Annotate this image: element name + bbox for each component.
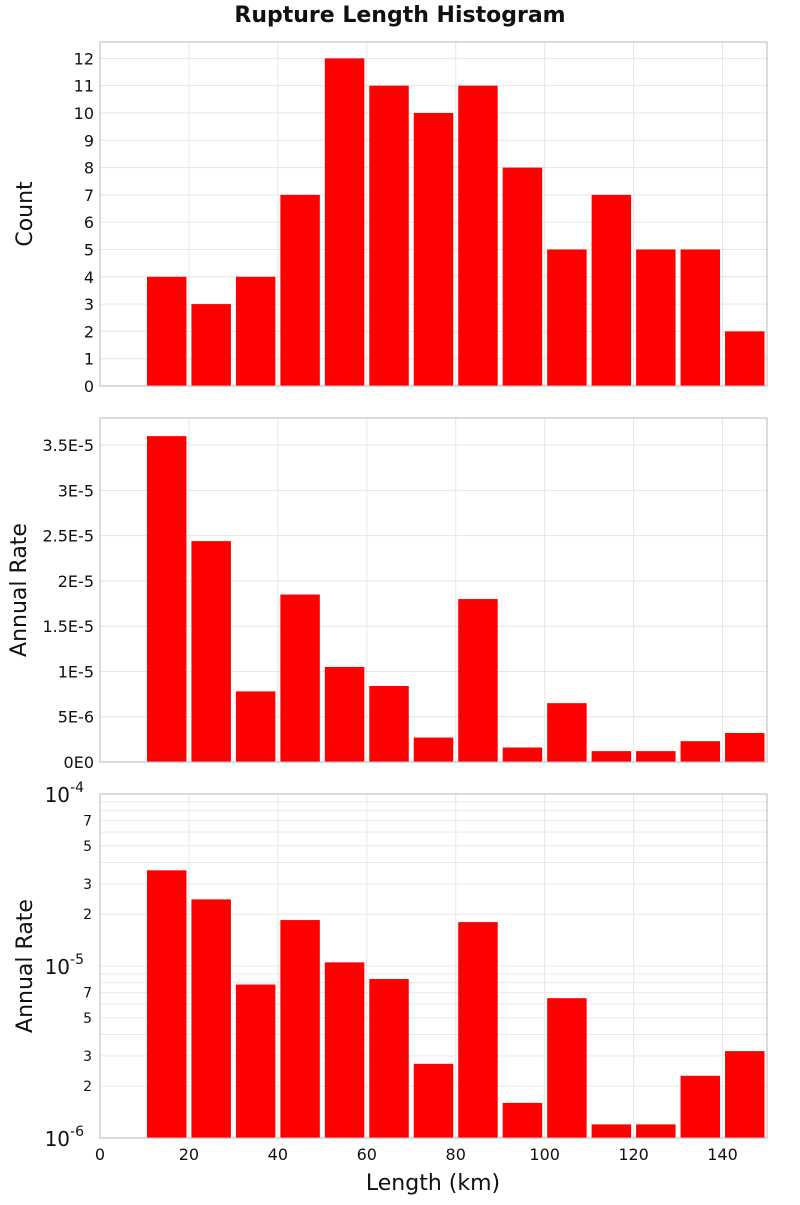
y-tick-label: 10-5 (45, 952, 84, 979)
y-axis-label: Annual Rate (13, 899, 38, 1033)
bar-3-9 (502, 1102, 543, 1138)
y-tick-label: 2.5E-5 (42, 527, 94, 546)
panel-frame (99, 417, 768, 763)
y-tick-label: 9 (84, 131, 94, 150)
y-tick-label: 3E-5 (58, 481, 94, 500)
bar-2-13 (680, 741, 721, 762)
bar-2-14 (725, 733, 765, 762)
panel-frame (99, 793, 768, 1139)
bar-3-4 (280, 920, 320, 1138)
bar-3-14 (725, 1051, 765, 1138)
x-tick-label: 100 (529, 1145, 560, 1164)
bar-2-2 (191, 541, 231, 762)
bar-2-9 (502, 747, 543, 762)
bar-1-1 (146, 276, 187, 386)
bar-3-5 (324, 962, 365, 1138)
bar-3-7 (413, 1063, 454, 1138)
y-tick-label: 7 (84, 186, 94, 205)
x-tick-label: 20 (179, 1145, 199, 1164)
bar-3-12 (636, 1124, 676, 1138)
y-tick-label: 10-6 (45, 1124, 85, 1151)
chart-title: Rupture Length Histogram (234, 3, 565, 28)
x-tick-label: 120 (618, 1145, 649, 1164)
y-tick-label: 7 (83, 814, 92, 830)
panel-frame (99, 41, 768, 387)
y-tick-label: 1.5E-5 (42, 617, 94, 636)
y-tick-label: 8 (84, 159, 94, 178)
y-tick-label: 2 (83, 1079, 92, 1095)
bar-2-8 (458, 599, 498, 762)
y-tick-label: 0E0 (64, 753, 94, 772)
bar-1-5 (324, 58, 365, 386)
bar-1-6 (369, 85, 409, 386)
bar-3-8 (458, 922, 498, 1138)
bar-2-12 (636, 751, 676, 762)
bar-3-6 (369, 979, 409, 1138)
y-tick-label: 5E-6 (58, 708, 94, 727)
bar-1-11 (591, 194, 632, 386)
bar-1-7 (413, 112, 454, 386)
y-tick-label: 3.5E-5 (42, 436, 94, 455)
y-tick-label: 0 (84, 377, 94, 396)
y-tick-label: 4 (84, 268, 94, 287)
bar-2-1 (146, 436, 187, 762)
bar-3-2 (191, 899, 231, 1138)
y-tick-label: 6 (84, 213, 94, 232)
y-tick-label: 1 (84, 350, 94, 369)
y-tick-label: 2 (84, 322, 94, 341)
bar-3-11 (591, 1124, 632, 1138)
y-tick-label: 1E-5 (58, 662, 94, 681)
x-axis-label: Length (km) (366, 1171, 500, 1196)
x-tick-label: 80 (446, 1145, 466, 1164)
y-tick-label: 3 (84, 295, 94, 314)
x-tick-label: 140 (707, 1145, 738, 1164)
y-tick-label: 3 (83, 877, 92, 893)
bar-2-4 (280, 594, 320, 762)
y-tick-label: 2 (83, 907, 92, 923)
y-axis-label: Count (13, 181, 38, 247)
y-tick-label: 11 (74, 77, 94, 96)
y-tick-label: 10-4 (45, 780, 85, 807)
x-tick-label: 40 (268, 1145, 288, 1164)
bar-3-10 (547, 998, 587, 1138)
bar-2-7 (413, 737, 454, 762)
y-tick-label: 2E-5 (58, 572, 94, 591)
bar-1-3 (235, 276, 276, 386)
bar-1-8 (458, 85, 498, 386)
y-tick-label: 10 (74, 104, 94, 123)
bar-2-10 (547, 703, 587, 762)
bar-2-5 (324, 666, 365, 762)
x-tick-label: 0 (95, 1145, 105, 1164)
bar-1-4 (280, 194, 320, 386)
y-tick-label: 3 (83, 1049, 92, 1065)
bar-1-2 (191, 304, 231, 386)
y-axis-label: Annual Rate (7, 523, 32, 657)
y-tick-label: 7 (83, 986, 92, 1002)
bar-2-11 (591, 751, 632, 762)
bar-1-9 (502, 167, 543, 386)
x-tick-label: 60 (357, 1145, 377, 1164)
panels-group: 0123456789101112Count0E05E-61E-51.5E-52E… (7, 41, 768, 1164)
bar-1-10 (547, 249, 587, 386)
y-tick-label: 5 (84, 240, 94, 259)
bar-2-6 (369, 685, 409, 762)
bar-3-1 (146, 870, 187, 1138)
bar-1-12 (636, 249, 676, 386)
y-tick-label: 5 (83, 1011, 92, 1027)
y-tick-label: 5 (83, 839, 92, 855)
bar-3-13 (680, 1075, 721, 1138)
bar-1-14 (725, 331, 765, 386)
y-tick-label: 12 (74, 49, 94, 68)
bar-1-13 (680, 249, 721, 386)
bar-3-3 (235, 984, 276, 1138)
bar-2-3 (235, 691, 276, 762)
